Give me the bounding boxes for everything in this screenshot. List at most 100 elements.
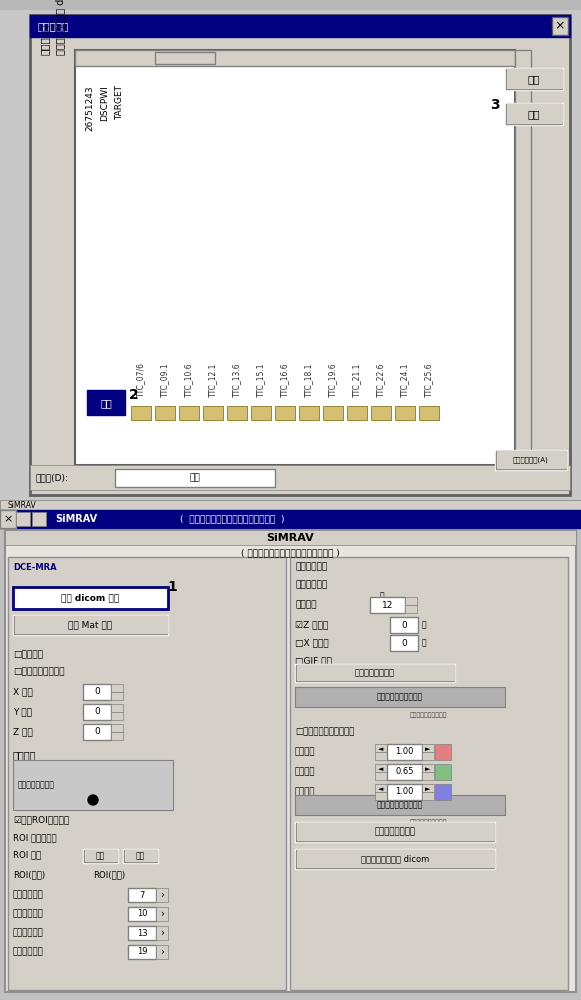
Bar <box>156 907 168 921</box>
Text: ROI 的示例位置: ROI 的示例位置 <box>13 834 56 842</box>
Bar <box>8 557 286 990</box>
Text: 蓝色加权: 蓝色加权 <box>295 788 315 796</box>
Bar <box>111 732 123 740</box>
Text: 樗圆: 樗圆 <box>136 852 145 860</box>
Text: 时期分类: 时期分类 <box>13 750 37 760</box>
Text: 13: 13 <box>137 928 148 938</box>
Bar <box>297 850 494 867</box>
Bar <box>515 50 531 465</box>
Bar <box>128 907 156 921</box>
Bar <box>505 103 563 125</box>
Text: 0: 0 <box>401 639 407 648</box>
Text: 7: 7 <box>139 890 145 900</box>
Bar <box>156 888 168 902</box>
Text: SiMRAV: SiMRAV <box>8 500 37 510</box>
Text: 打开 Mat 文件: 打开 Mat 文件 <box>69 620 113 630</box>
Text: 显示预览（灯度投影）: 显示预览（灯度投影） <box>377 692 423 702</box>
Bar <box>13 615 168 635</box>
Text: 度: 度 <box>380 591 385 600</box>
Text: TTC_10.6: TTC_10.6 <box>185 362 193 397</box>
Bar <box>16 512 30 526</box>
Bar <box>123 849 158 863</box>
Bar <box>131 406 151 420</box>
Bar <box>422 792 434 800</box>
Bar <box>375 784 387 792</box>
Bar <box>124 850 157 862</box>
Text: 3: 3 <box>490 98 500 112</box>
Bar <box>507 104 562 123</box>
Text: 查找文件夹: 查找文件夹 <box>38 21 69 31</box>
Bar <box>390 617 418 633</box>
Bar <box>375 772 387 780</box>
Bar <box>251 406 271 420</box>
Bar <box>0 510 16 528</box>
Bar <box>495 450 567 470</box>
Bar <box>111 692 123 700</box>
Bar <box>128 926 156 940</box>
Bar <box>30 15 570 37</box>
Bar <box>227 406 247 420</box>
Text: (  同步磁共振动脉造影术及静脉造影术  ): ( 同步磁共振动脉造影术及静脉造影术 ) <box>180 514 285 524</box>
Text: ☑Z 轴旋转: ☑Z 轴旋转 <box>295 620 328 630</box>
Bar <box>275 406 295 420</box>
Text: 开始静脉时期: 开始静脉时期 <box>13 928 44 938</box>
Bar <box>297 823 494 840</box>
Bar <box>290 557 568 990</box>
Bar <box>375 792 387 800</box>
Bar <box>506 104 562 124</box>
Bar <box>111 712 123 720</box>
Text: 度: 度 <box>422 639 426 648</box>
Bar <box>125 850 157 861</box>
Bar <box>30 465 570 490</box>
Bar <box>422 752 434 760</box>
Text: 结束动脉时期: 结束动脉时期 <box>13 910 44 918</box>
Bar <box>435 744 451 760</box>
Text: 度: 度 <box>93 684 98 694</box>
Text: TTC_24.1: TTC_24.1 <box>400 362 410 397</box>
Text: TTC_19.6: TTC_19.6 <box>328 362 338 397</box>
Text: TTC_15.1: TTC_15.1 <box>256 362 266 397</box>
Bar <box>323 406 343 420</box>
Bar <box>111 704 123 712</box>
Bar <box>375 752 387 760</box>
Text: 0: 0 <box>94 708 100 716</box>
Bar <box>497 451 566 468</box>
Bar <box>84 850 117 862</box>
Bar <box>128 888 156 902</box>
Bar <box>156 945 168 959</box>
Text: DSCPWI: DSCPWI <box>101 85 109 121</box>
Bar <box>435 784 451 800</box>
Text: 预览动态血管造影: 预览动态血管造影 <box>375 828 415 836</box>
Bar <box>87 390 125 415</box>
Text: □影像裁剪: □影像裁剪 <box>13 650 43 660</box>
Bar <box>375 764 387 772</box>
Text: ›: › <box>160 928 164 938</box>
Bar <box>0 500 581 510</box>
Text: TARGET: TARGET <box>116 85 124 120</box>
Text: 度: 度 <box>422 620 426 630</box>
Text: 19: 19 <box>137 948 147 956</box>
Bar <box>299 406 319 420</box>
Bar <box>405 597 417 605</box>
Text: 0: 0 <box>401 620 407 630</box>
Bar <box>295 849 495 869</box>
Bar <box>506 69 562 89</box>
Text: 红色加权: 红色加权 <box>295 748 315 756</box>
Bar <box>128 945 156 959</box>
Text: 度: 度 <box>93 704 98 714</box>
Text: ►: ► <box>425 766 431 772</box>
Bar <box>295 664 455 682</box>
Bar <box>156 926 168 940</box>
Text: □X 轴旋转: □X 轴旋转 <box>295 639 329 648</box>
Text: SiMRAV: SiMRAV <box>266 533 314 543</box>
Text: TTC_22.6: TTC_22.6 <box>376 362 386 397</box>
Text: □GIF 动画: □GIF 动画 <box>295 656 332 666</box>
Bar <box>295 687 505 707</box>
Bar <box>14 616 167 634</box>
Text: 开始动脉时期: 开始动脉时期 <box>13 890 44 900</box>
Text: Z 旋转: Z 旋转 <box>13 728 33 736</box>
Bar <box>422 772 434 780</box>
Text: ( 同步磁共振动脉造影术及静脉造影术 ): ( 同步磁共振动脉造影术及静脉造影术 ) <box>241 548 339 558</box>
Text: ×: × <box>3 514 13 524</box>
Bar <box>347 406 367 420</box>
